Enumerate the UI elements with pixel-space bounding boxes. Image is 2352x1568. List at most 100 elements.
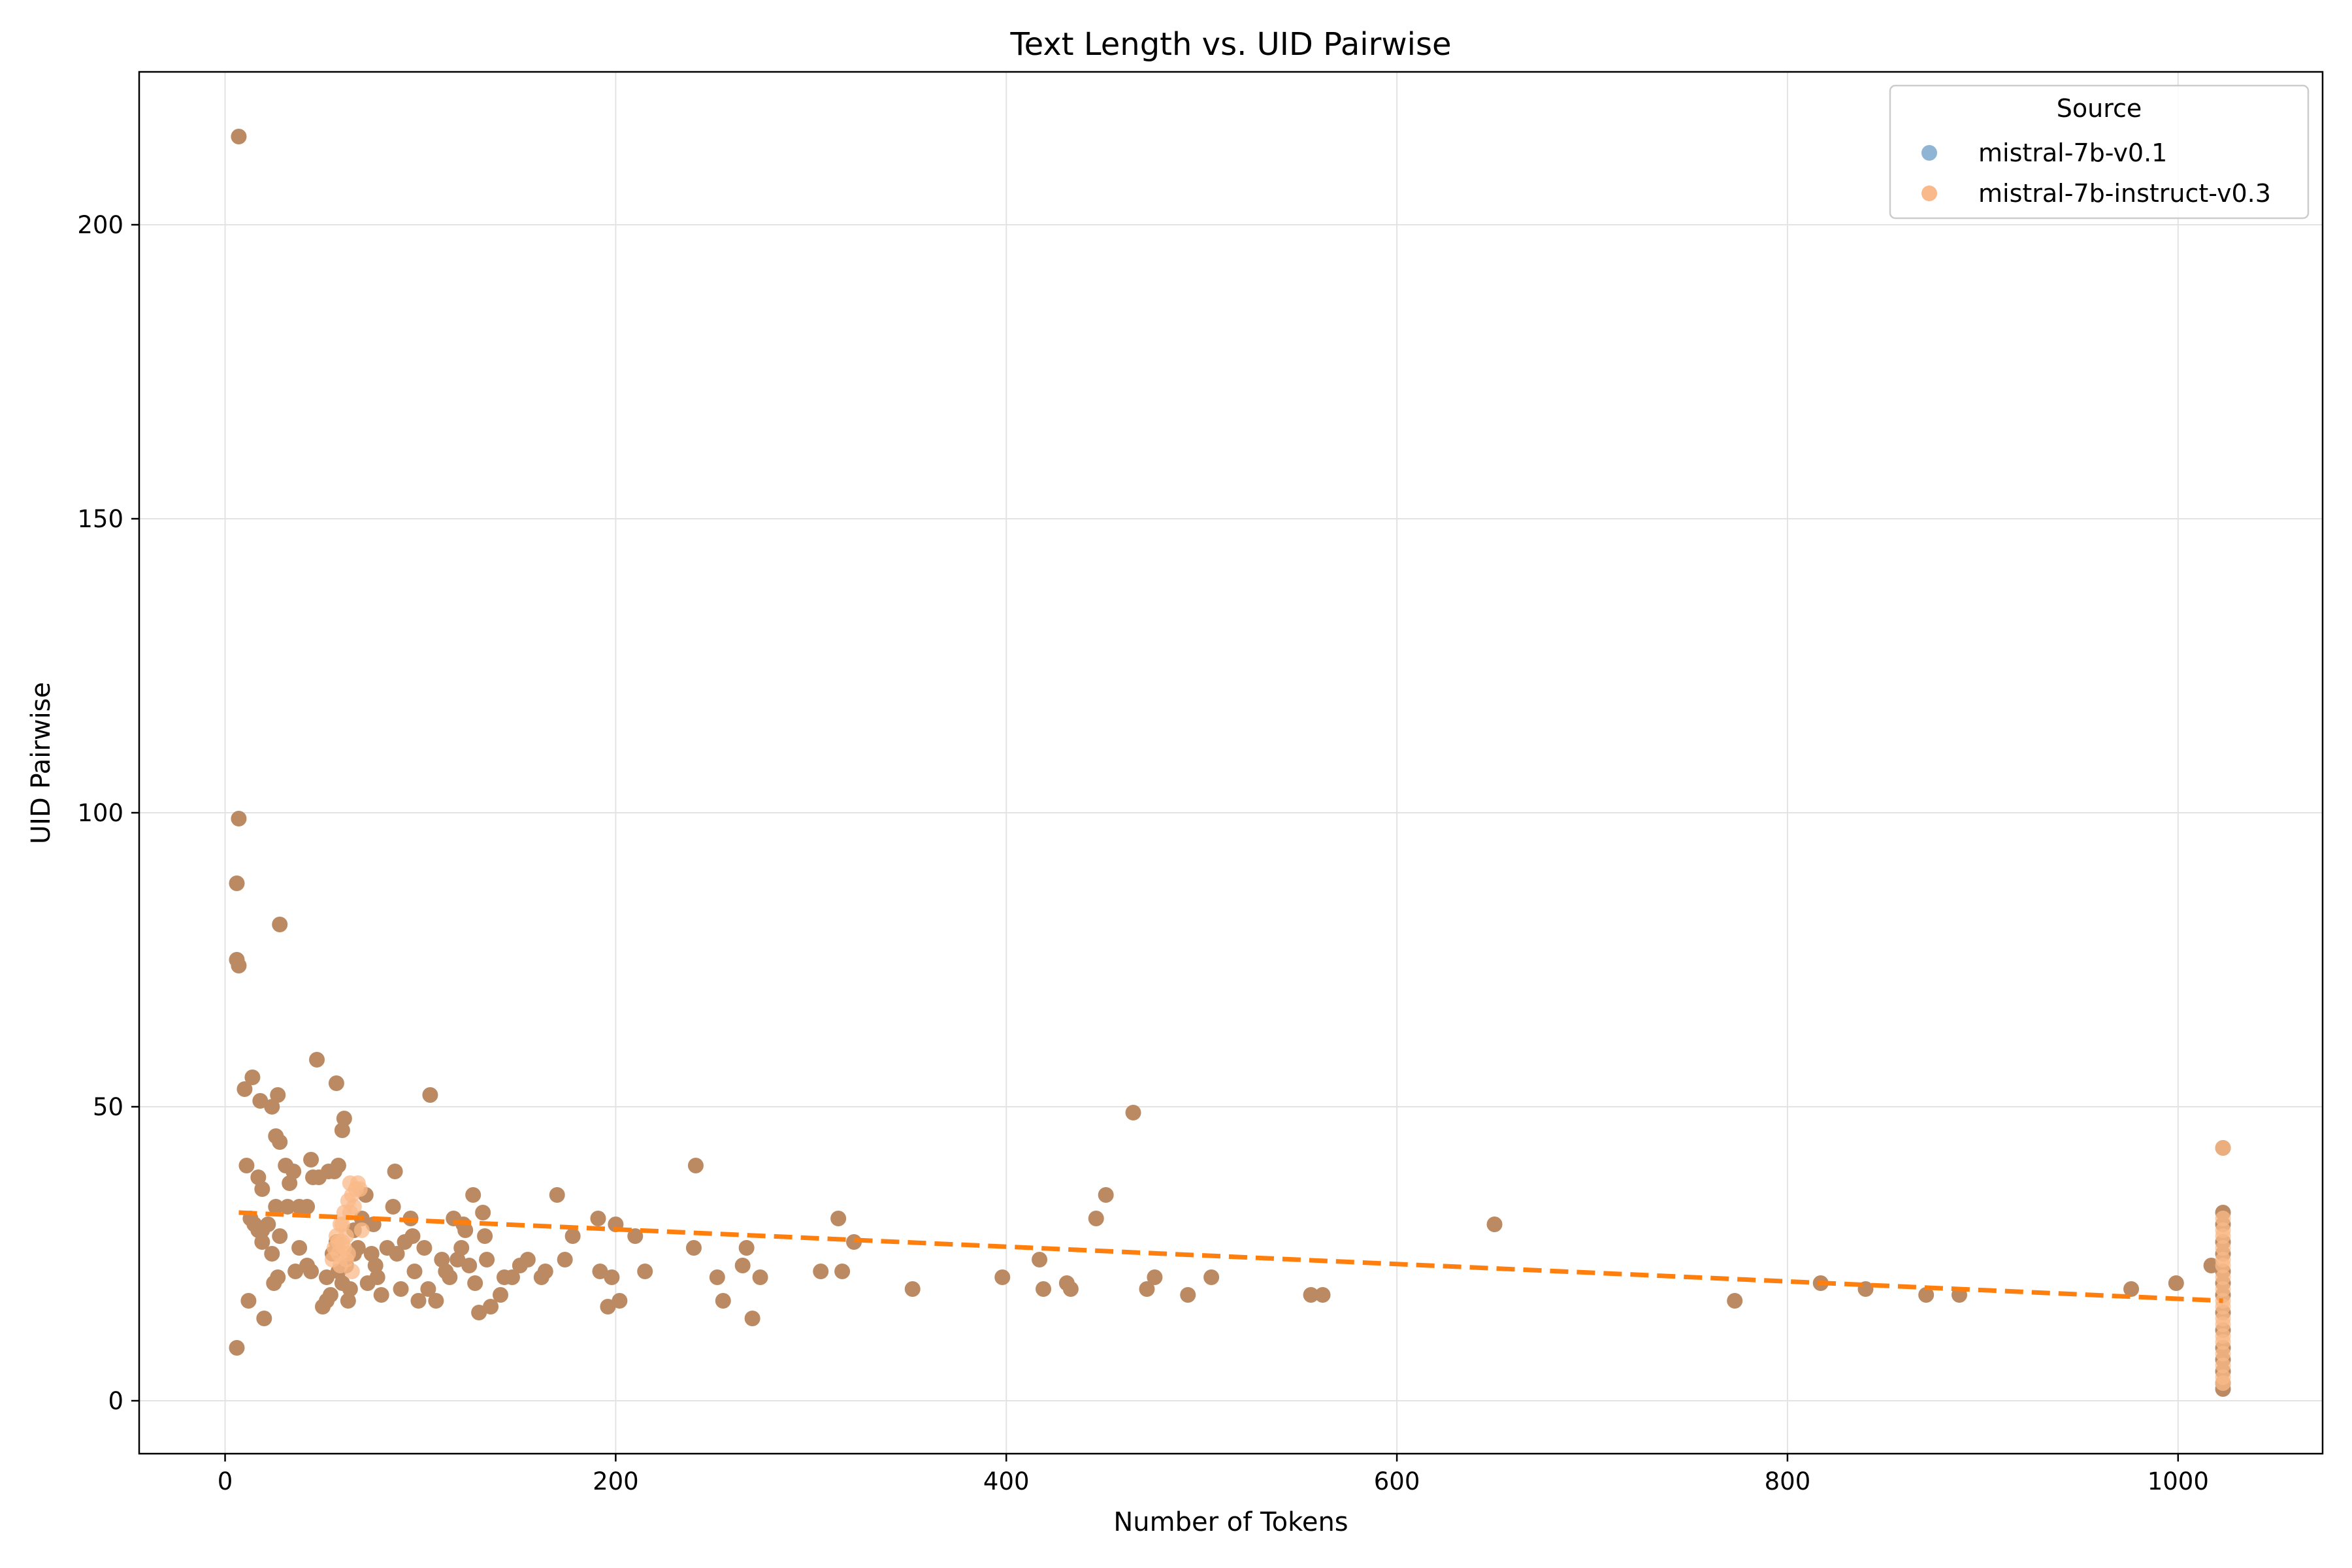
data-point	[287, 1264, 304, 1279]
data-points	[229, 129, 2231, 1397]
data-point	[244, 1070, 261, 1085]
data-point	[612, 1293, 628, 1309]
data-point	[334, 1122, 350, 1138]
y-tick-label: 100	[77, 799, 123, 827]
data-point	[592, 1264, 608, 1279]
data-point	[254, 1234, 270, 1250]
data-point	[340, 1193, 356, 1209]
data-point	[549, 1187, 565, 1203]
legend-label-mistral-7b-v0.1: mistral-7b-v0.1	[1978, 139, 2167, 167]
data-point	[564, 1228, 581, 1244]
x-tick-label: 600	[1374, 1467, 1420, 1495]
data-point	[1088, 1211, 1104, 1226]
data-point	[1918, 1287, 1935, 1303]
data-point	[471, 1305, 487, 1320]
data-point	[254, 1181, 270, 1197]
data-point	[240, 1293, 257, 1309]
data-point	[303, 1152, 319, 1168]
data-point	[330, 1234, 346, 1250]
data-point	[238, 1158, 255, 1173]
data-point	[442, 1269, 458, 1285]
data-point	[453, 1240, 470, 1256]
data-point	[256, 1311, 272, 1326]
data-point	[483, 1299, 499, 1315]
data-point	[752, 1269, 768, 1285]
data-point	[1315, 1287, 1331, 1303]
x-axis-ticks: 0 200 400 600 800 1000	[218, 1454, 2209, 1495]
data-point	[744, 1311, 760, 1326]
data-point	[2123, 1281, 2140, 1297]
data-point	[280, 1199, 296, 1215]
x-tick-label: 200	[593, 1467, 639, 1495]
data-point	[404, 1228, 421, 1244]
data-point	[299, 1199, 316, 1215]
data-point	[1147, 1269, 1163, 1285]
data-point	[1036, 1281, 1052, 1297]
x-tick-label: 0	[218, 1467, 233, 1495]
data-point	[1098, 1187, 1114, 1203]
data-point	[709, 1269, 725, 1285]
data-point	[272, 1228, 288, 1244]
y-tick-label: 0	[108, 1387, 123, 1415]
data-point	[332, 1217, 348, 1232]
data-point	[291, 1240, 308, 1256]
data-point	[493, 1287, 509, 1303]
x-tick-label: 1000	[2148, 1467, 2209, 1495]
data-point	[904, 1281, 921, 1297]
data-point	[467, 1275, 483, 1291]
data-point	[264, 1246, 280, 1262]
data-point	[393, 1281, 409, 1297]
data-point	[229, 1340, 245, 1356]
data-point	[1727, 1293, 1743, 1309]
data-point	[2215, 1281, 2231, 1297]
data-point	[557, 1252, 573, 1267]
data-point	[738, 1240, 755, 1256]
data-point	[1125, 1105, 1141, 1120]
y-axis-label: UID Pairwise	[26, 682, 56, 844]
data-point	[504, 1269, 520, 1285]
data-point	[457, 1222, 474, 1238]
data-point	[715, 1293, 731, 1309]
data-point	[2203, 1258, 2219, 1273]
data-point	[369, 1269, 385, 1285]
data-point	[229, 875, 245, 891]
data-point	[461, 1258, 478, 1273]
data-point	[250, 1169, 267, 1185]
data-point	[1180, 1287, 1196, 1303]
data-point	[353, 1222, 370, 1238]
data-point	[237, 1081, 253, 1097]
data-point	[336, 1111, 352, 1126]
data-point	[477, 1228, 493, 1244]
data-point	[428, 1293, 444, 1309]
data-point	[1062, 1281, 1079, 1297]
data-point	[340, 1246, 356, 1262]
data-point	[590, 1211, 606, 1226]
data-point	[272, 917, 288, 932]
data-point	[342, 1281, 358, 1297]
data-point	[318, 1269, 335, 1285]
plot-area-frame	[138, 71, 2324, 1455]
y-axis-ticks: 0 50 100 150 200	[77, 211, 139, 1415]
data-point	[231, 958, 247, 973]
data-point	[252, 1093, 269, 1109]
legend-marker-mistral-7b-v0.1	[1921, 145, 1937, 161]
legend-marker-mistral-7b-instruct-v0.3	[1921, 186, 1937, 201]
data-point	[385, 1199, 401, 1215]
data-point	[2215, 1140, 2231, 1156]
data-point	[420, 1281, 436, 1297]
data-point	[537, 1264, 553, 1279]
data-point	[373, 1287, 389, 1303]
data-point	[328, 1075, 344, 1091]
data-point	[813, 1264, 829, 1279]
data-point	[330, 1158, 346, 1173]
data-point	[410, 1293, 427, 1309]
data-point	[416, 1240, 433, 1256]
data-point	[685, 1240, 702, 1256]
data-point	[264, 1099, 280, 1115]
data-point	[266, 1275, 282, 1291]
data-point	[282, 1175, 298, 1191]
data-point	[994, 1269, 1011, 1285]
data-point	[519, 1252, 536, 1267]
data-point	[734, 1258, 751, 1273]
